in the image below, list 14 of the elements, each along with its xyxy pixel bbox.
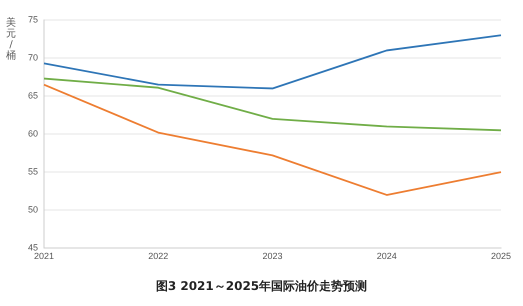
y-tick-label: 45 [28,242,38,253]
x-tick-label: 2022 [148,251,168,262]
y-tick-label: 70 [28,52,38,63]
x-tick-label: 2021 [34,251,54,262]
y-axis-title: 美元/桶 [6,16,16,62]
y-tick-label: 60 [28,128,38,139]
y-tick-label: 65 [28,90,38,101]
text: 图3 2021～2025年国际油价走势预测 [154,278,368,295]
y-tick-label: 55 [28,166,38,177]
x-tick-label: 2025 [490,251,512,262]
y-tick-label: 75 [28,14,38,24]
x-tick-label: 2023 [262,251,283,262]
x-tick-label: 2024 [376,251,397,262]
y-tick-label: 50 [28,204,38,215]
